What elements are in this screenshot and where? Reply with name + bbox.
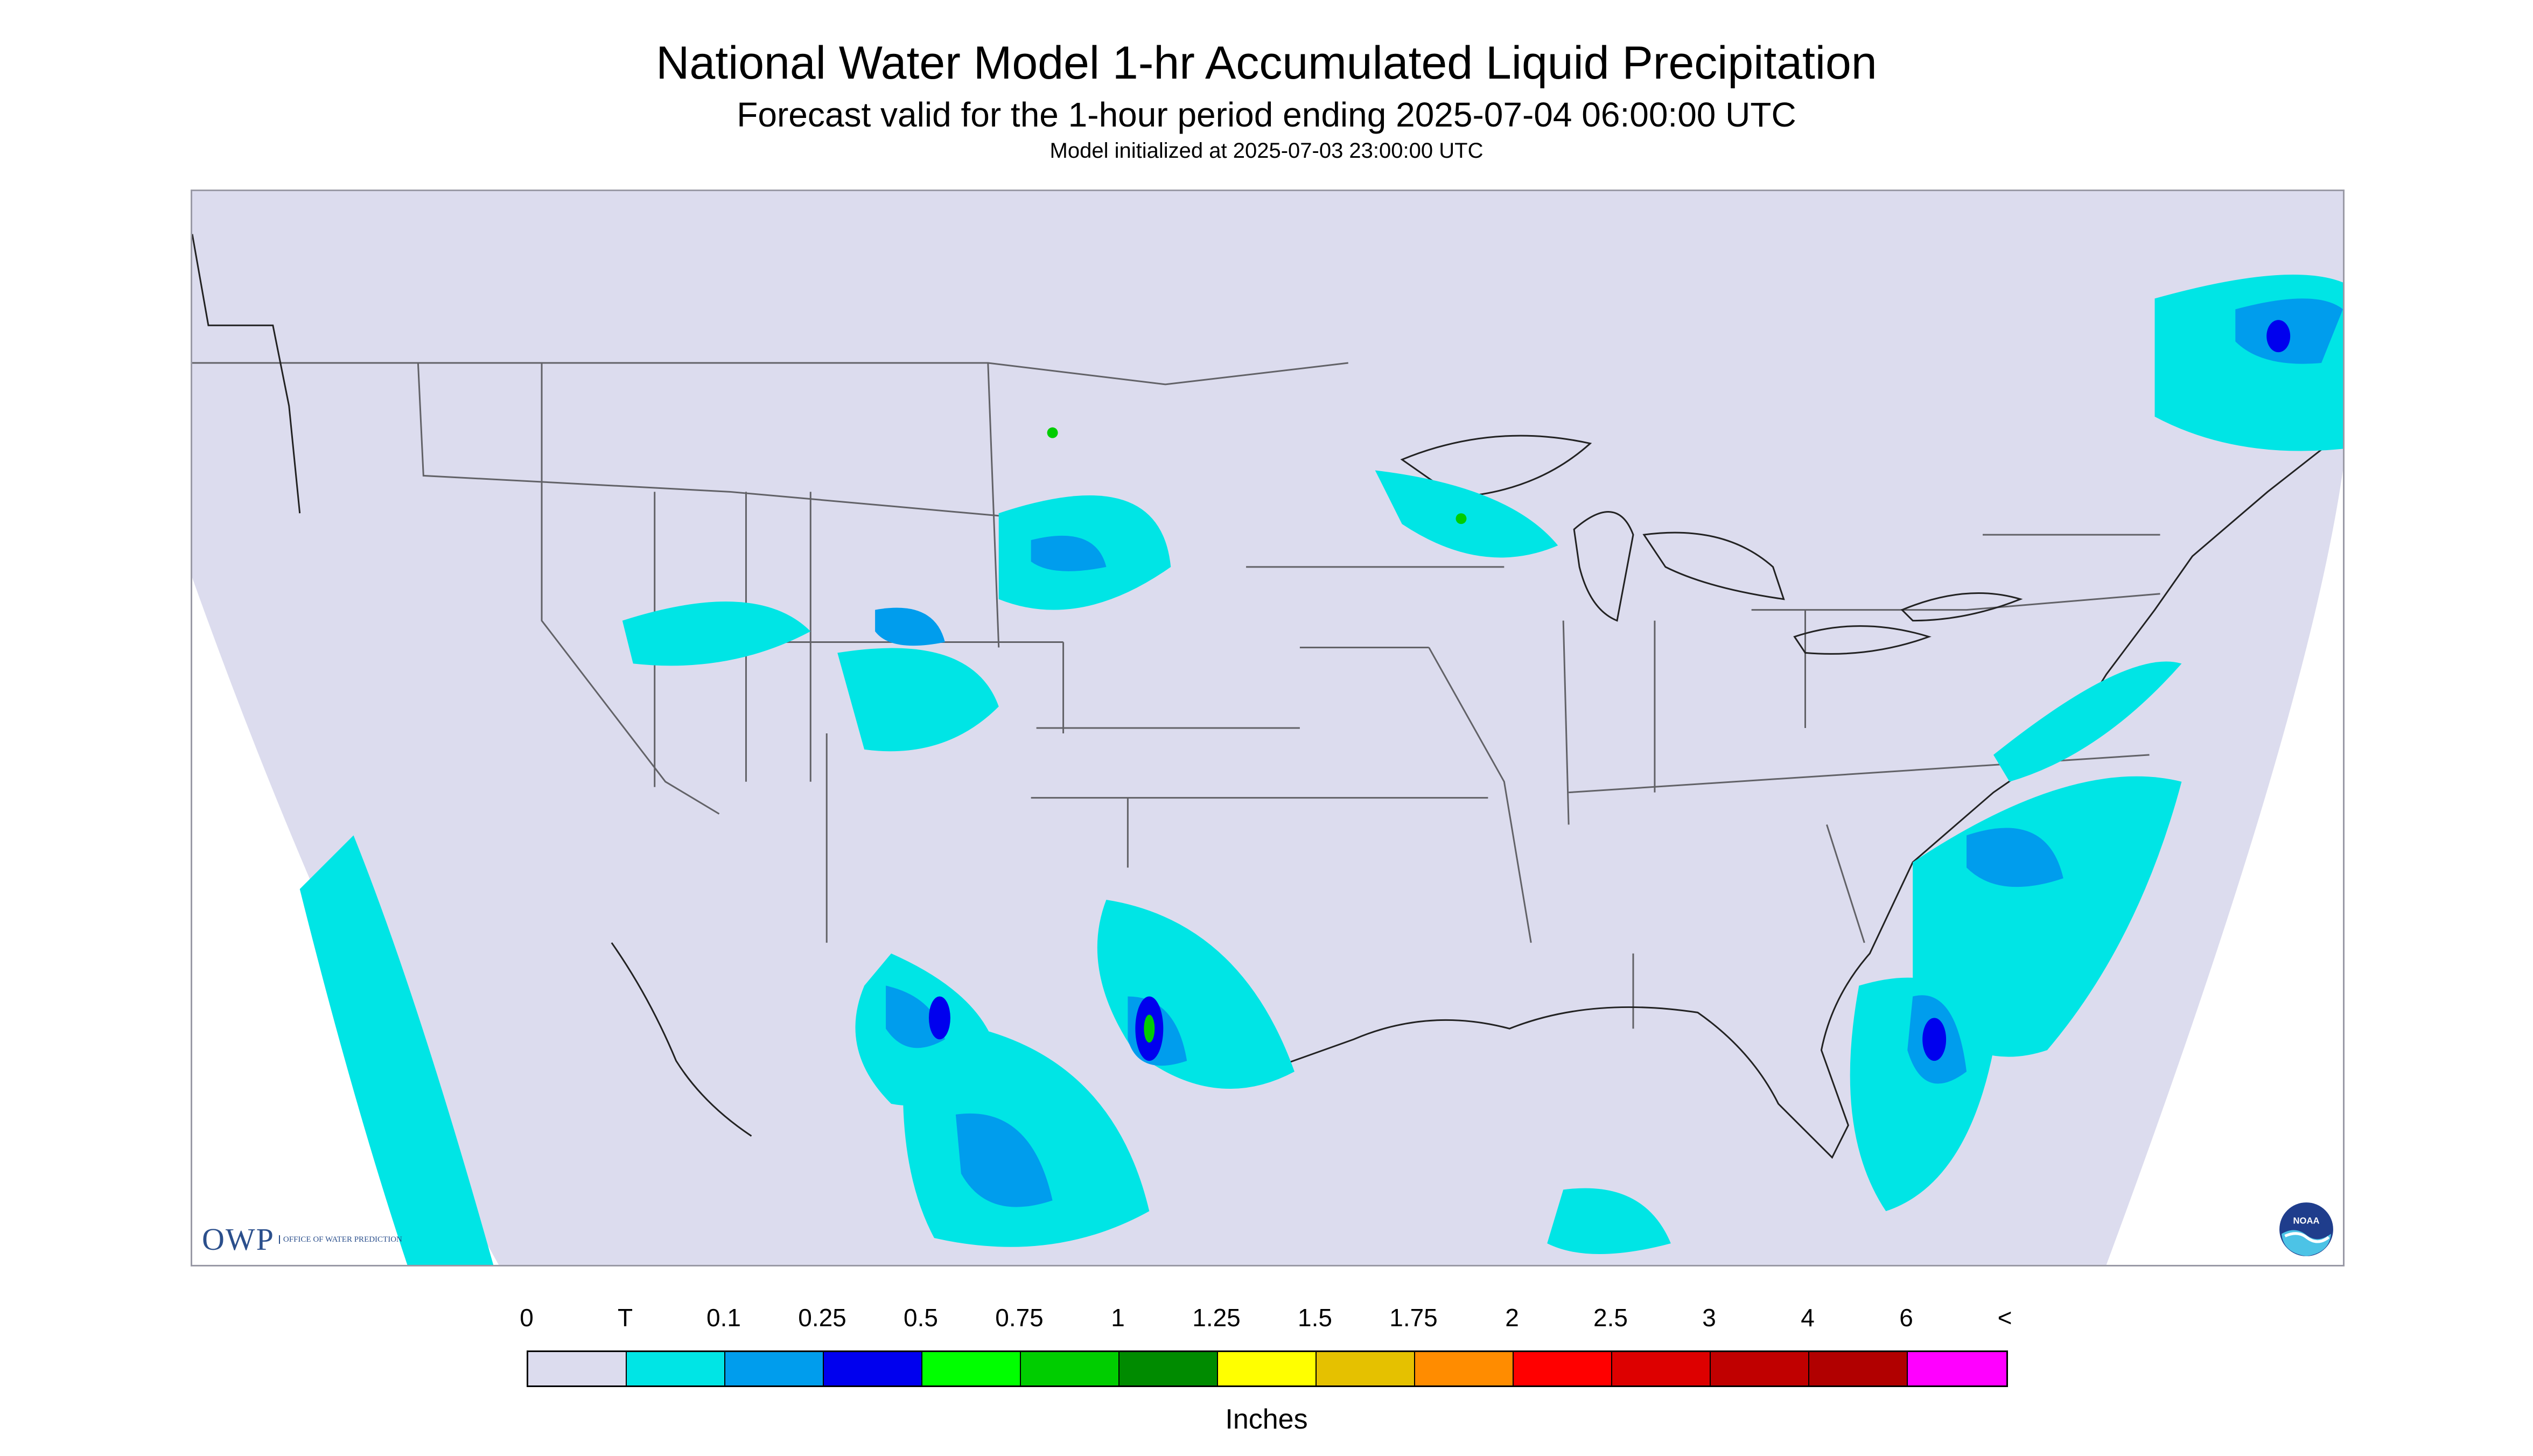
owp-logo: OWP OFFICE OF WATER PREDICTION [202, 1221, 402, 1257]
legend-label: T [617, 1304, 633, 1332]
legend-swatch [1514, 1352, 1612, 1385]
legend-label: 0.75 [995, 1304, 1044, 1332]
legend-swatch [922, 1352, 1021, 1385]
legend-label: 1 [1111, 1304, 1125, 1332]
legend-swatch [1711, 1352, 1809, 1385]
legend-swatch [627, 1352, 725, 1385]
precip-peak-cells [1047, 427, 1467, 1043]
legend-swatch [1021, 1352, 1119, 1385]
page-title: National Water Model 1-hr Accumulated Li… [656, 37, 1877, 89]
legend-label: 0 [520, 1304, 534, 1332]
legend-swatch [824, 1352, 922, 1385]
legend-swatch [1908, 1352, 2006, 1385]
legend-label: 4 [1801, 1304, 1815, 1332]
legend-color-bar [527, 1350, 2008, 1387]
legend-swatch [1809, 1352, 1908, 1385]
legend-units-label: Inches [1225, 1404, 1308, 1435]
legend-label: 1.25 [1192, 1304, 1241, 1332]
owp-logo-subtext: OFFICE OF WATER PREDICTION [278, 1235, 402, 1244]
legend-label: 1.75 [1389, 1304, 1438, 1332]
owp-logo-text: OWP [202, 1222, 275, 1257]
color-legend: 0 T 0.1 0.25 0.5 0.75 1 1.25 1.5 1.75 2 … [520, 1303, 2012, 1387]
noaa-logo-text: NOAA [2293, 1216, 2320, 1226]
legend-swatch [1119, 1352, 1218, 1385]
legend-swatch [528, 1352, 627, 1385]
precip-light-areas [875, 298, 2343, 1207]
legend-swatch [1218, 1352, 1317, 1385]
legend-label: 0.1 [706, 1304, 741, 1332]
legend-label: 0.5 [904, 1304, 938, 1332]
precipitation-map: OWP OFFICE OF WATER PREDICTION NOAA [191, 190, 2345, 1266]
model-init-line: Model initialized at 2025-07-03 23:00:00… [1049, 139, 1484, 163]
legend-swatch [1612, 1352, 1711, 1385]
legend-label: < [1997, 1304, 2012, 1332]
legend-swatch [1317, 1352, 1415, 1385]
legend-label: 0.25 [798, 1304, 846, 1332]
noaa-logo: NOAA [2279, 1202, 2333, 1256]
legend-swatch [725, 1352, 824, 1385]
legend-label: 2 [1505, 1304, 1519, 1332]
legend-label: 1.5 [1298, 1304, 1332, 1332]
legend-swatch [1415, 1352, 1514, 1385]
legend-label: 3 [1702, 1304, 1716, 1332]
legend-label: 2.5 [1593, 1304, 1628, 1332]
forecast-valid-subtitle: Forecast valid for the 1-hour period end… [737, 95, 1796, 134]
legend-label: 6 [1899, 1304, 1913, 1332]
map-canvas [192, 191, 2343, 1265]
